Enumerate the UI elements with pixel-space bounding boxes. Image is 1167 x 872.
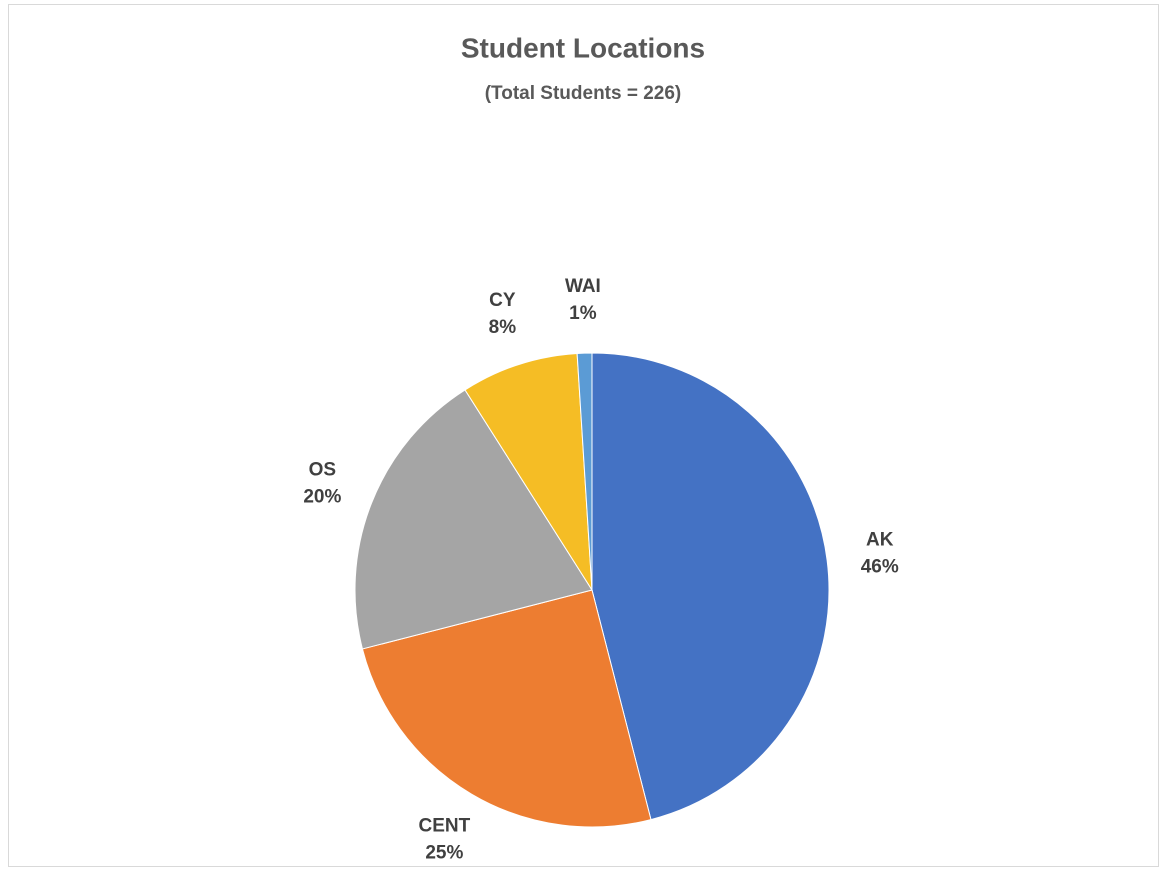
slice-label: CENT: [419, 816, 471, 837]
chart-title: Student Locations: [461, 32, 705, 63]
pie-slice: [354, 389, 593, 650]
chart-subtitle: (Total Students = 226): [485, 83, 682, 104]
pie-slice: [361, 589, 652, 828]
slice-label: OS: [309, 459, 336, 480]
slice-label: CY: [489, 290, 516, 311]
pie-slice: [576, 352, 593, 591]
slice-label: WAI: [565, 276, 601, 297]
pie-slice: [464, 352, 593, 591]
slice-value-label: 25%: [425, 843, 463, 864]
slice-value-label: 8%: [489, 317, 517, 338]
slice-value-label: 46%: [861, 557, 899, 578]
slice-value-label: 1%: [569, 303, 597, 324]
pie-slice: [591, 352, 830, 821]
slice-value-label: 20%: [303, 486, 341, 507]
slice-label: AK: [866, 530, 894, 551]
